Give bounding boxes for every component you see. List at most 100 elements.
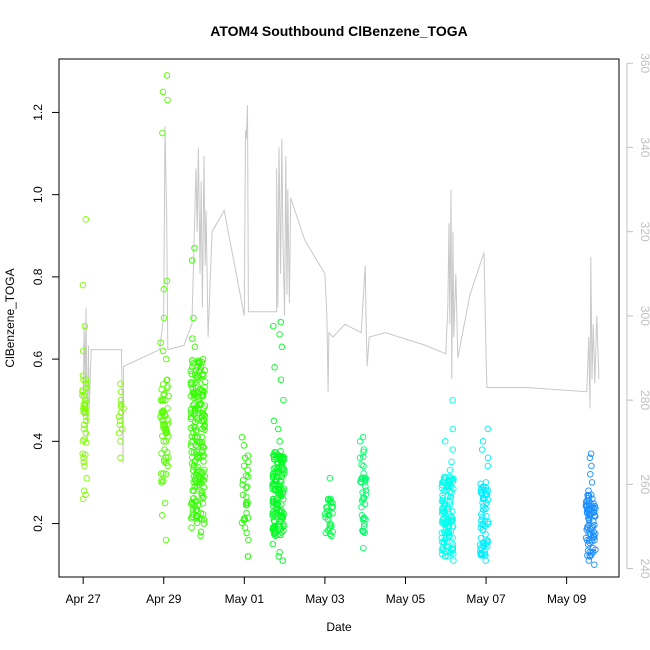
data-point [191, 477, 199, 484]
data-point [192, 426, 200, 434]
data-point [80, 487, 88, 494]
data-point [243, 509, 250, 517]
data-point [163, 376, 170, 384]
data-point [198, 492, 205, 499]
data-point [198, 359, 206, 366]
data-point [159, 407, 167, 415]
data-point [270, 451, 277, 459]
data-point [243, 493, 250, 501]
data-point [83, 475, 90, 482]
data-point [189, 437, 196, 444]
data-point [245, 536, 252, 544]
data-point [117, 454, 124, 462]
data-point [449, 425, 457, 433]
y2-tick-label: 300 [638, 306, 650, 326]
data-point [187, 379, 195, 386]
data-point [79, 438, 87, 445]
data-point [161, 499, 169, 507]
data-point [445, 482, 452, 489]
data-point [360, 544, 367, 552]
data-point [189, 495, 197, 502]
y2-tick-label: 260 [638, 474, 650, 494]
y-tick-label: 1.0 [31, 186, 45, 203]
data-point [80, 454, 87, 462]
x-tick-label: Apr 29 [146, 592, 182, 606]
grey-trace-line [82, 105, 600, 464]
data-point [196, 358, 203, 366]
data-point [278, 507, 285, 514]
data-point [158, 397, 165, 405]
data-point [446, 533, 453, 541]
x-tick-label: May 01 [225, 592, 265, 606]
data-point [82, 429, 90, 437]
data-point [197, 528, 205, 536]
data-point [83, 413, 90, 420]
data-point [157, 413, 164, 420]
data-point [271, 455, 278, 463]
data-point [274, 531, 281, 539]
data-point [239, 481, 246, 488]
x-axis-label: Date [326, 620, 352, 634]
x-tick-label: May 09 [547, 592, 587, 606]
data-point [440, 474, 448, 481]
data-point [444, 486, 451, 494]
data-point [483, 499, 490, 507]
y2-tick-label: 320 [638, 222, 650, 242]
data-point [438, 546, 446, 554]
data-point [195, 473, 203, 480]
data-point [280, 527, 287, 535]
data-point [80, 436, 88, 443]
data-point [278, 343, 286, 351]
data-point [198, 487, 206, 495]
data-point [199, 443, 207, 451]
data-point [192, 384, 200, 392]
data-point [195, 438, 203, 446]
data-point [81, 322, 89, 330]
data-point [585, 491, 592, 499]
data-point [80, 421, 88, 429]
data-point [244, 452, 252, 459]
data-point [159, 129, 166, 137]
data-point [484, 539, 491, 546]
data-point [274, 425, 282, 433]
data-point [115, 429, 123, 437]
data-point [164, 96, 171, 104]
data-point [190, 390, 198, 398]
y2-tick-label: 340 [638, 137, 650, 157]
data-point [440, 499, 447, 507]
data-point [587, 450, 595, 457]
data-point [201, 378, 209, 386]
data-point [584, 541, 592, 548]
data-point [200, 388, 208, 395]
data-point [361, 475, 369, 482]
data-point [586, 552, 593, 559]
data-point [478, 446, 486, 453]
data-point [484, 454, 492, 462]
axes-layer: Apr 27 Apr 29 May 01 May 03 May 05 May 07 May … [31, 53, 650, 606]
data-point [82, 216, 90, 223]
data-point [162, 459, 170, 467]
data-point [278, 460, 286, 467]
data-point [589, 548, 597, 556]
data-point [583, 503, 590, 510]
data-point [478, 490, 486, 497]
data-point [158, 479, 165, 486]
data-point [198, 413, 206, 420]
data-point [199, 453, 207, 460]
data-point [280, 396, 287, 404]
x-tick-label: Apr 27 [65, 592, 101, 606]
data-point [482, 484, 490, 491]
data-point [200, 411, 208, 419]
data-point [484, 520, 492, 528]
data-point [162, 438, 170, 445]
data-point [197, 474, 205, 482]
data-point [323, 505, 330, 512]
data-point [326, 497, 333, 505]
data-point [188, 433, 196, 440]
y-tick-label: 0.8 [31, 268, 45, 285]
data-point [189, 511, 196, 518]
data-point [162, 470, 170, 478]
data-point [160, 477, 167, 485]
data-point [278, 463, 286, 471]
data-point [190, 314, 197, 322]
